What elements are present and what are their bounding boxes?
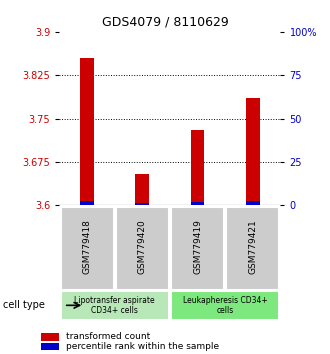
Text: GDS4079 / 8110629: GDS4079 / 8110629 [102, 16, 228, 29]
Bar [135, 173, 149, 205]
Text: GSM779419: GSM779419 [193, 219, 202, 274]
Text: transformed count: transformed count [66, 332, 150, 341]
Bar [191, 130, 205, 205]
Text: GSM779418: GSM779418 [82, 219, 91, 274]
FancyBboxPatch shape [226, 207, 280, 290]
Bar [135, 203, 149, 205]
Text: GSM779420: GSM779420 [138, 219, 147, 274]
Text: percentile rank within the sample: percentile rank within the sample [66, 342, 219, 352]
FancyBboxPatch shape [171, 207, 224, 290]
Text: Lipotransfer aspirate
CD34+ cells: Lipotransfer aspirate CD34+ cells [74, 296, 155, 315]
Text: Leukapheresis CD34+
cells: Leukapheresis CD34+ cells [183, 296, 268, 315]
Text: GSM779421: GSM779421 [248, 219, 257, 274]
Bar [191, 202, 205, 205]
FancyBboxPatch shape [171, 291, 280, 320]
FancyBboxPatch shape [60, 207, 114, 290]
FancyBboxPatch shape [116, 207, 169, 290]
Bar [246, 201, 260, 205]
Text: cell type: cell type [3, 300, 45, 310]
Bar [246, 98, 260, 205]
Bar [80, 201, 94, 205]
FancyBboxPatch shape [60, 291, 169, 320]
Bar [80, 58, 94, 205]
